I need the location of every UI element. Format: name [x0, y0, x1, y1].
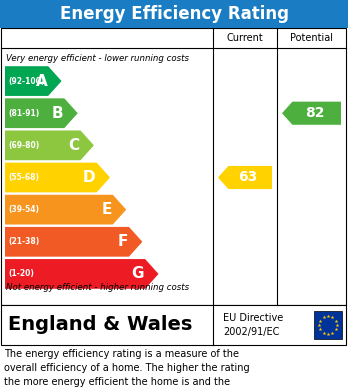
- Text: EU Directive
2002/91/EC: EU Directive 2002/91/EC: [223, 314, 283, 337]
- Text: (92-100): (92-100): [8, 77, 45, 86]
- Text: (21-38): (21-38): [8, 237, 39, 246]
- Bar: [1, 28, 346, 305]
- Text: 63: 63: [238, 170, 258, 185]
- Text: (1-20): (1-20): [8, 269, 34, 278]
- Polygon shape: [5, 259, 159, 289]
- Polygon shape: [5, 163, 110, 192]
- Text: (69-80): (69-80): [8, 141, 39, 150]
- Text: C: C: [68, 138, 79, 153]
- Text: (39-54): (39-54): [8, 205, 39, 214]
- Text: F: F: [118, 234, 128, 249]
- Polygon shape: [5, 227, 142, 256]
- Text: (55-68): (55-68): [8, 173, 39, 182]
- Text: Very energy efficient - lower running costs: Very energy efficient - lower running co…: [6, 54, 189, 63]
- Bar: [314, 311, 342, 339]
- Text: Energy Efficiency Rating: Energy Efficiency Rating: [60, 5, 288, 23]
- Bar: [0, 0, 348, 28]
- Polygon shape: [5, 131, 94, 160]
- Polygon shape: [5, 66, 62, 96]
- Text: A: A: [35, 74, 47, 89]
- Text: Current: Current: [227, 33, 263, 43]
- Polygon shape: [5, 99, 78, 128]
- Text: The energy efficiency rating is a measure of the
overall efficiency of a home. T: The energy efficiency rating is a measur…: [4, 349, 250, 391]
- Text: (81-91): (81-91): [8, 109, 39, 118]
- Text: 82: 82: [305, 106, 324, 120]
- Bar: [1, 305, 346, 345]
- Polygon shape: [218, 166, 272, 189]
- Text: Not energy efficient - higher running costs: Not energy efficient - higher running co…: [6, 283, 189, 292]
- Text: E: E: [101, 202, 112, 217]
- Text: B: B: [52, 106, 63, 121]
- Polygon shape: [282, 102, 341, 125]
- Text: D: D: [83, 170, 96, 185]
- Text: Potential: Potential: [290, 33, 333, 43]
- Text: G: G: [132, 266, 144, 282]
- Polygon shape: [5, 195, 126, 224]
- Text: England & Wales: England & Wales: [8, 316, 192, 334]
